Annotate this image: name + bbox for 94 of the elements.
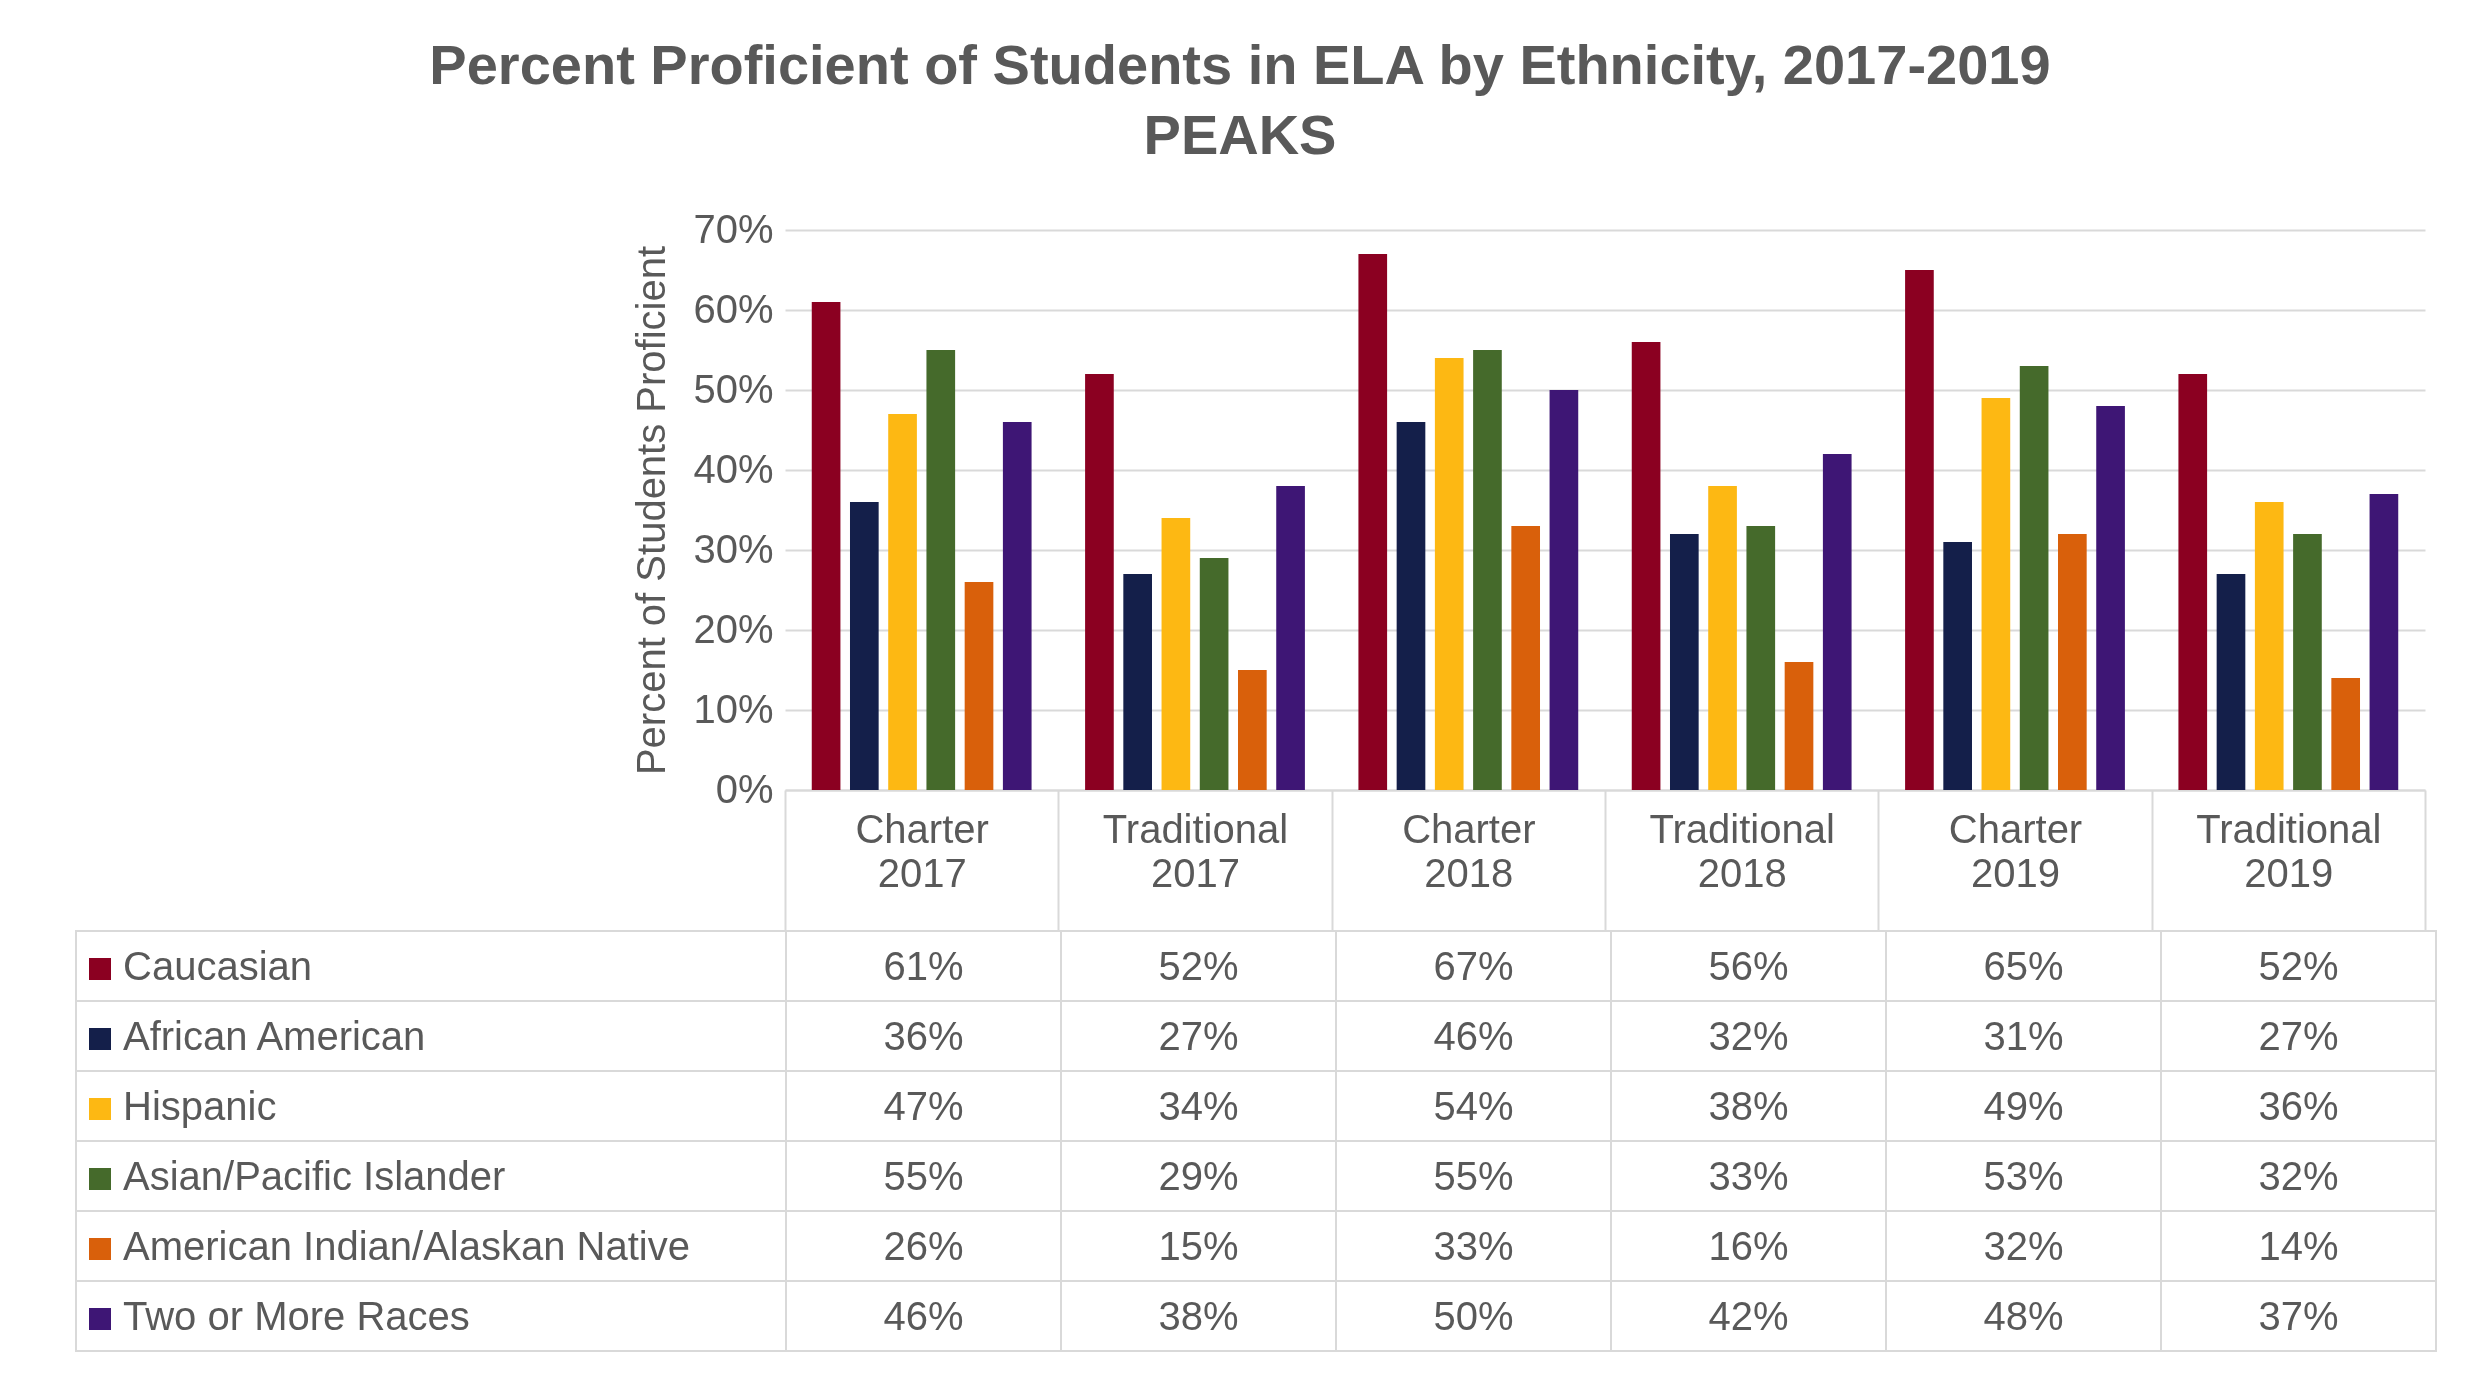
bar [849, 502, 879, 790]
data-label: 15% [1061, 1211, 1336, 1281]
data-label: 27% [2161, 1001, 2436, 1071]
data-label: 27% [1061, 1001, 1336, 1071]
bar [1161, 518, 1191, 790]
data-label: 49% [1886, 1071, 2161, 1141]
bar [1746, 526, 1776, 790]
x-tick-label: Traditional 2019 [2196, 806, 2382, 895]
data-label: 32% [1611, 1001, 1886, 1071]
bar [964, 582, 994, 790]
y-tick-label: 40% [693, 446, 774, 491]
data-label: 29% [1061, 1141, 1336, 1211]
data-label: 37% [2161, 1281, 2436, 1351]
y-tick-label: 10% [693, 686, 774, 731]
bar [2254, 502, 2284, 790]
x-tick-label: Traditional 2017 [1102, 806, 1289, 895]
bar [1708, 486, 1737, 790]
bar [1473, 350, 1502, 790]
bar [1981, 398, 2011, 790]
bar [2019, 366, 2049, 790]
data-label: 50% [1336, 1281, 1611, 1351]
legend-label: African American [76, 1001, 786, 1071]
legend-label: American Indian/Alaskan Native [76, 1211, 786, 1281]
bar [1784, 662, 1814, 790]
data-label: 34% [1061, 1071, 1336, 1141]
data-label: 42% [1611, 1281, 1886, 1351]
data-label: 47% [786, 1071, 1061, 1141]
bar [1123, 574, 1152, 790]
bar [888, 414, 917, 790]
bar [926, 350, 956, 790]
y-tick-label: 30% [693, 526, 774, 571]
data-label: 65% [1886, 931, 2161, 1001]
bar [1822, 454, 1852, 790]
legend-label: Asian/Pacific Islander [76, 1141, 786, 1211]
data-label: 38% [1061, 1281, 1336, 1351]
bar [2369, 494, 2399, 790]
legend-label: Hispanic [76, 1071, 786, 1141]
data-label: 32% [2161, 1141, 2436, 1211]
data-label: 56% [1611, 931, 1886, 1001]
data-label: 14% [2161, 1211, 2436, 1281]
x-tick-label: Charter 2018 [1402, 806, 1536, 895]
data-label: 52% [2161, 931, 2436, 1001]
data-label: 36% [2161, 1071, 2436, 1141]
data-label: 67% [1336, 931, 1611, 1001]
chart-title: Percent Proficient of Students in ELA by Ethnicity, 2017-2019 PEAKS [428, 32, 2052, 168]
bar [1358, 254, 1388, 790]
data-label: 36% [786, 1001, 1061, 1071]
legend-label: Caucasian [76, 931, 786, 1001]
bar [2293, 534, 2322, 790]
data-label: 53% [1886, 1141, 2161, 1211]
y-tick-label: 20% [693, 606, 774, 651]
bar [1002, 422, 1032, 790]
data-label: 54% [1336, 1071, 1611, 1141]
bar [1238, 670, 1267, 790]
bar [2178, 374, 2208, 790]
y-tick-label: 60% [693, 286, 774, 331]
bar [1943, 542, 1972, 790]
bar [1549, 390, 1579, 790]
data-label: 55% [786, 1141, 1061, 1211]
y-tick-label: 0% [715, 766, 774, 811]
bar [1276, 486, 1305, 790]
y-tick-label: 50% [693, 366, 774, 411]
data-label: 32% [1886, 1211, 2161, 1281]
y-axis-title: Percent of Students Proficient [629, 245, 674, 776]
data-label: 33% [1611, 1141, 1886, 1211]
data-label: 33% [1336, 1211, 1611, 1281]
bar [1631, 342, 1661, 790]
bar [1434, 358, 1464, 790]
bar [2096, 406, 2125, 790]
data-label: 16% [1611, 1211, 1886, 1281]
x-tick-label: Charter 2017 [855, 806, 989, 895]
bar [1905, 270, 1934, 790]
data-label: 46% [786, 1281, 1061, 1351]
data-label: 46% [1336, 1001, 1611, 1071]
data-label: 48% [1886, 1281, 2161, 1351]
data-label: 55% [1336, 1141, 1611, 1211]
x-tick-label: Traditional 2018 [1649, 806, 1835, 895]
bar [2216, 574, 2246, 790]
bar [2058, 534, 2087, 790]
data-label: 38% [1611, 1071, 1886, 1141]
bar [1511, 526, 1541, 790]
legend-label: Two or More Races [76, 1281, 786, 1351]
x-tick-label: Charter 2019 [1948, 806, 2083, 895]
bar [1669, 534, 1699, 790]
bar [2331, 678, 2361, 790]
data-label: 31% [1886, 1001, 2161, 1071]
bar [1396, 422, 1426, 790]
bar [1085, 374, 1114, 790]
y-tick-label: 70% [693, 206, 774, 251]
bar [811, 302, 841, 790]
data-label: 52% [1061, 931, 1336, 1001]
data-label: 26% [786, 1211, 1061, 1281]
data-label: 61% [786, 931, 1061, 1001]
bar [1199, 558, 1229, 790]
